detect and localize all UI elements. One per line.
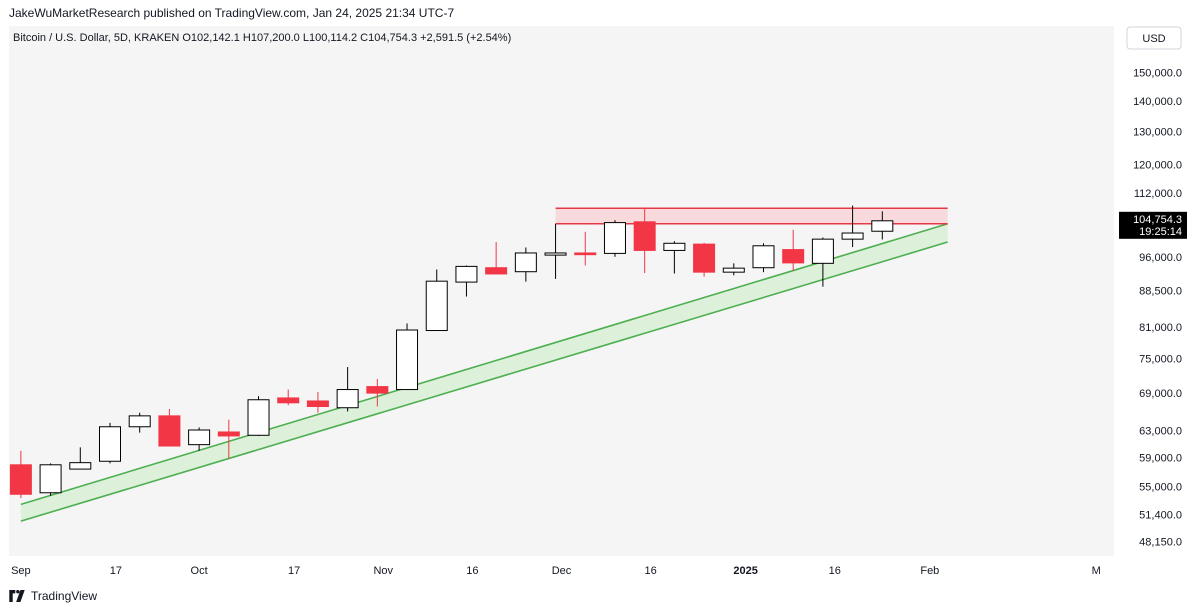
tradingview-logo-icon	[9, 590, 25, 602]
ohlc-legend: Bitcoin / U.S. Dollar, 5D, KRAKEN O102,1…	[13, 32, 511, 44]
y-tick-label: 81,000.0	[1139, 322, 1182, 334]
x-tick-label: Sep	[11, 565, 31, 577]
candle-body	[603, 222, 626, 254]
y-tick-label: 120,000.0	[1133, 160, 1182, 172]
candle-body	[455, 265, 478, 283]
y-tick-label: 88,500.0	[1139, 285, 1182, 297]
y-tick-label: 130,000.0	[1133, 127, 1182, 139]
trend-channel-fill	[20, 223, 948, 522]
x-tick-label: 16	[829, 565, 841, 577]
candle-body	[633, 221, 656, 251]
x-tick-label: 17	[288, 565, 300, 577]
footer-brand: TradingView	[9, 586, 97, 606]
candle-body	[693, 243, 716, 273]
candle-body	[485, 267, 508, 275]
candle-body	[9, 464, 32, 495]
x-tick-label: M	[1092, 565, 1101, 577]
candle-body	[841, 232, 864, 240]
candle-body	[366, 386, 389, 394]
y-tick-label: 96,000.0	[1139, 252, 1182, 264]
y-tick-label: 51,400.0	[1139, 510, 1182, 522]
y-tick-label: 48,150.0	[1139, 537, 1182, 549]
plot-area	[9, 26, 1114, 556]
candle-body	[188, 429, 211, 446]
publish-header: JakeWuMarketResearch published on Tradin…	[0, 0, 1200, 26]
candle-body	[544, 252, 567, 256]
x-tick-label: Feb	[920, 565, 939, 577]
published-info: JakeWuMarketResearch published on Tradin…	[9, 6, 455, 20]
candle-body	[871, 220, 894, 232]
candle-body	[336, 389, 359, 409]
last-price-label: 104,754.3	[1133, 214, 1182, 226]
candle-body	[574, 252, 597, 256]
candle-body	[811, 238, 834, 264]
x-tick-label: 16	[466, 565, 478, 577]
candle-body	[782, 249, 805, 264]
candle-body	[277, 397, 300, 404]
x-tick-label: Oct	[191, 565, 208, 577]
y-tick-label: 150,000.0	[1133, 68, 1182, 80]
candle-body	[514, 252, 537, 273]
x-tick-label: 17	[110, 565, 122, 577]
candle-body	[425, 280, 448, 332]
y-tick-label: 140,000.0	[1133, 96, 1182, 108]
y-tick-label: 55,000.0	[1139, 482, 1182, 494]
x-tick-label: Dec	[552, 565, 572, 577]
candle-body	[247, 399, 270, 436]
candle-body	[722, 267, 745, 273]
currency-label: USD	[1142, 33, 1165, 45]
candle-countdown: 19:25:14	[1139, 226, 1182, 238]
x-tick-label: 2025	[733, 565, 757, 577]
y-tick-label: 59,000.0	[1139, 453, 1182, 465]
y-tick-label: 75,000.0	[1139, 354, 1182, 366]
candle-body	[69, 462, 92, 470]
candle-body	[396, 329, 419, 391]
price-chart[interactable]: Bitcoin / U.S. Dollar, 5D, KRAKEN O102,1…	[9, 26, 1189, 583]
candle-body	[39, 464, 62, 494]
last-price-tag	[1119, 211, 1187, 239]
y-tick-label: 112,000.0	[1134, 188, 1182, 200]
candle-body	[663, 242, 686, 251]
channel-lower-line	[20, 241, 948, 522]
x-tick-label: Nov	[373, 565, 393, 577]
candle-body	[128, 415, 151, 428]
currency-box	[1126, 26, 1182, 50]
candle-body	[752, 245, 775, 269]
candle-body	[217, 431, 240, 437]
resistance-zone	[555, 208, 948, 224]
y-tick-label: 69,000.0	[1139, 388, 1182, 400]
y-tick-label: 63,000.0	[1139, 426, 1182, 438]
candle-body	[98, 426, 121, 462]
candle-body	[158, 415, 181, 447]
brand-name: TradingView	[31, 589, 98, 603]
candle-body	[306, 400, 329, 407]
x-tick-label: 16	[644, 565, 656, 577]
